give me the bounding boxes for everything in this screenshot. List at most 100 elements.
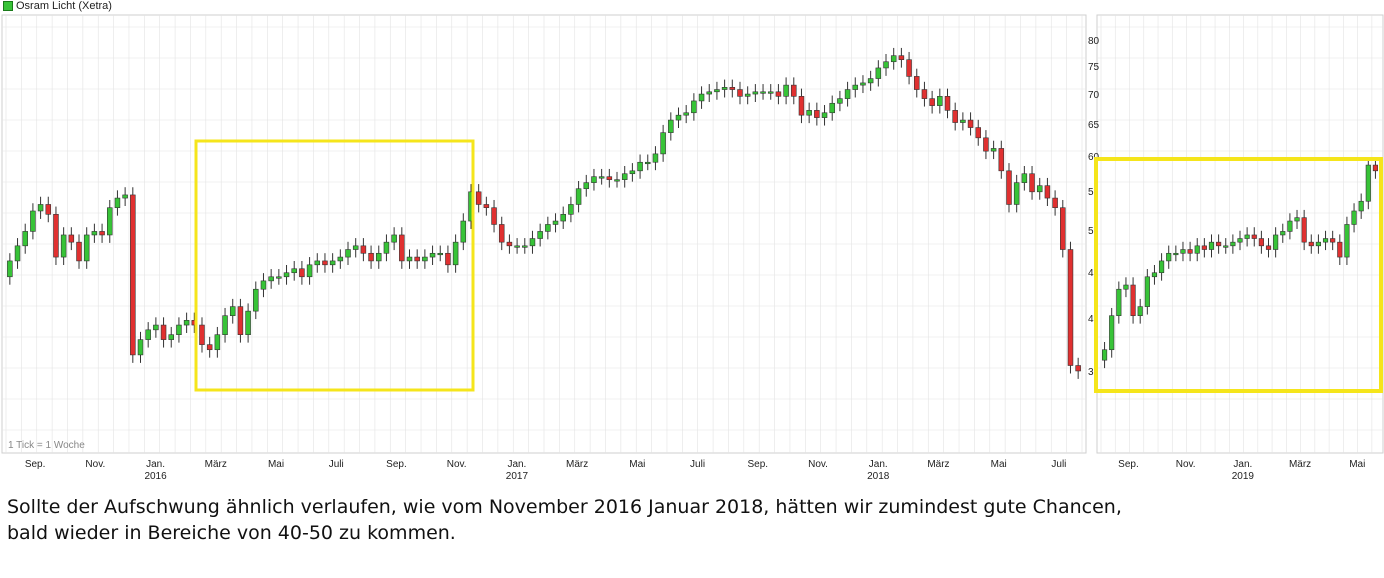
left-candle-body bbox=[314, 260, 321, 266]
left-x-tick-label: Jan. bbox=[869, 459, 888, 470]
right-candle-body bbox=[1337, 241, 1343, 258]
left-candle-body bbox=[883, 61, 889, 69]
left-x-tick-label: März bbox=[927, 459, 949, 470]
left-x-tick-label: Sep. bbox=[386, 459, 407, 470]
highlight-box-2019 bbox=[1094, 157, 1383, 393]
left-candle-body bbox=[791, 84, 797, 97]
left-x-tick-label: März bbox=[205, 459, 227, 470]
left-candle-body bbox=[368, 252, 374, 262]
y-tick-label: 70 bbox=[1088, 90, 1100, 101]
left-candle-body bbox=[22, 231, 28, 247]
left-x-tick-label: März bbox=[566, 459, 588, 470]
right-candle-body bbox=[1372, 164, 1379, 172]
left-candle-body bbox=[352, 245, 359, 250]
left-candle-body bbox=[183, 320, 190, 326]
chart-legend: Osram Licht (Xetra) bbox=[3, 0, 112, 12]
left-candle-body bbox=[775, 91, 782, 97]
left-candle-body bbox=[875, 67, 882, 79]
y-tick-label: 5 bbox=[1088, 187, 1094, 198]
y-tick-label: 5 bbox=[1088, 226, 1094, 237]
right-candle-body bbox=[1287, 220, 1293, 232]
y-tick-label: 75 bbox=[1088, 62, 1100, 73]
left-candle-body bbox=[737, 89, 743, 97]
right-candle-body bbox=[1237, 238, 1243, 243]
right-candle-body bbox=[1123, 284, 1129, 290]
left-candle-body bbox=[1044, 185, 1051, 199]
right-candle-body bbox=[1315, 241, 1321, 247]
left-candle-body bbox=[744, 93, 751, 97]
left-candle-body bbox=[153, 324, 159, 331]
left-x-tick-label: Nov. bbox=[85, 459, 105, 470]
right-candle-body bbox=[1137, 306, 1143, 317]
left-candle-body bbox=[852, 84, 859, 90]
left-candle-body bbox=[675, 114, 682, 121]
left-candle-body bbox=[460, 220, 467, 243]
right-candle-body bbox=[1180, 249, 1186, 254]
left-candle-body bbox=[514, 245, 520, 248]
left-candle-body bbox=[606, 176, 613, 180]
left-candle-body bbox=[867, 78, 874, 84]
left-candle-body bbox=[545, 224, 551, 232]
left-candle-body bbox=[122, 194, 128, 199]
left-candle-body bbox=[706, 91, 713, 95]
left-candle-body bbox=[629, 170, 636, 175]
right-candle-body bbox=[1322, 238, 1329, 243]
left-candle-body bbox=[552, 220, 559, 225]
left-candle-body bbox=[698, 93, 705, 102]
left-candle-body bbox=[1036, 185, 1043, 193]
left-candle-body bbox=[491, 207, 497, 225]
left-candle-body bbox=[222, 315, 228, 335]
left-candle-body bbox=[837, 98, 843, 104]
left-candle-body bbox=[245, 310, 251, 335]
left-x-tick-label: Sep. bbox=[747, 459, 768, 470]
left-candle-body bbox=[860, 82, 866, 86]
left-candle-body bbox=[621, 173, 628, 180]
left-candle-body bbox=[452, 241, 459, 266]
left-candle-body bbox=[614, 179, 620, 182]
left-candle-body bbox=[929, 98, 935, 106]
left-candle-body bbox=[45, 204, 52, 215]
right-candle-body bbox=[1344, 224, 1350, 258]
right-candle-body bbox=[1116, 288, 1122, 317]
left-x-tick-label: Mai bbox=[629, 459, 645, 470]
right-candle-body bbox=[1109, 315, 1115, 351]
left-candle-body bbox=[798, 96, 805, 116]
left-candle-body bbox=[445, 252, 451, 266]
caption-text: Sollte der Aufschwung ähnlich verlaufen,… bbox=[7, 494, 1377, 546]
left-x-tick-label: Jan. bbox=[146, 459, 165, 470]
right-candle-body bbox=[1251, 234, 1257, 239]
right-candle-body bbox=[1101, 349, 1108, 361]
left-candle-body bbox=[214, 334, 221, 351]
right-candle-body bbox=[1144, 276, 1150, 307]
right-candle-body bbox=[1216, 241, 1222, 247]
left-candle-body bbox=[306, 264, 313, 278]
right-candle-body bbox=[1187, 249, 1193, 254]
left-candle-body bbox=[345, 249, 351, 258]
left-candle-body bbox=[760, 91, 766, 94]
left-candle-body bbox=[568, 204, 574, 215]
left-candle-body bbox=[913, 76, 920, 90]
caption-line-2: bald wieder in Bereiche von 40-50 zu kom… bbox=[7, 522, 456, 544]
left-candle-body bbox=[637, 161, 643, 172]
right-candle-body bbox=[1151, 272, 1158, 278]
left-x-tick-year: 2017 bbox=[506, 471, 529, 480]
left-candle-body bbox=[137, 339, 144, 356]
right-candle-body bbox=[1194, 245, 1200, 254]
left-candle-body bbox=[783, 84, 789, 97]
left-candle-body bbox=[229, 306, 236, 317]
left-candle-body bbox=[414, 256, 420, 262]
left-candle-body bbox=[829, 102, 835, 114]
right-candle-body bbox=[1273, 234, 1279, 250]
left-candle-body bbox=[898, 55, 905, 61]
legend-label: Osram Licht (Xetra) bbox=[16, 0, 112, 12]
left-candle-body bbox=[68, 234, 75, 243]
left-candle-body bbox=[506, 241, 513, 247]
left-candle-body bbox=[983, 137, 989, 152]
left-candle-body bbox=[522, 245, 528, 248]
left-candle-body bbox=[391, 234, 397, 243]
left-candle-body bbox=[1013, 182, 1020, 205]
left-candle-body bbox=[91, 231, 98, 236]
left-candle-body bbox=[537, 231, 543, 239]
left-candle-body bbox=[14, 245, 21, 262]
